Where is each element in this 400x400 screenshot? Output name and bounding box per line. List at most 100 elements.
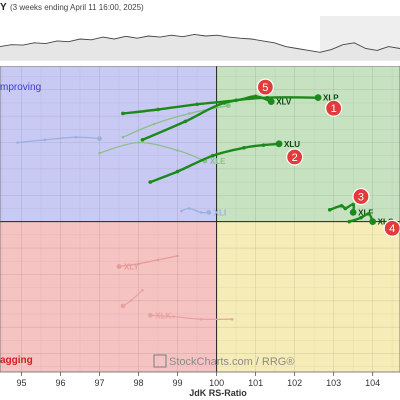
tail-point: [347, 219, 352, 224]
tail-point: [156, 258, 160, 262]
tail-point: [140, 138, 145, 142]
x-axis: 95 96 97 98 99 100 101 102 103 104: [16, 372, 380, 388]
tail-xle[interactable]: XLE: [98, 141, 226, 166]
tail-line: [16, 136, 101, 144]
chart-header: Y (3 weeks ending April 11 16:00, 2025): [0, 0, 400, 14]
tail-point: [16, 141, 19, 144]
tail-point: [176, 149, 179, 152]
benchmark-area: [0, 34, 400, 60]
quadrant-backgrounds: [0, 66, 400, 372]
tail-point: [253, 94, 258, 99]
x-tick-label: 103: [326, 378, 341, 388]
rrg-chart[interactable]: mproving agging StockCharts.com / RRG® 9…: [0, 66, 400, 400]
tail-head: [97, 136, 102, 141]
x-axis-label: JdK RS-Ratio: [189, 388, 247, 398]
tail-head: [206, 210, 212, 215]
tail-point: [210, 153, 215, 158]
tail-series-7[interactable]: [16, 135, 102, 144]
tail-point: [43, 138, 47, 142]
rrg-tails: XLE XLI XLY XLK XLP XLV XLU XLF XLC: [16, 94, 394, 321]
tail-point: [327, 207, 332, 212]
tail-label: XLF: [358, 208, 373, 217]
badge-label: 5: [262, 82, 268, 94]
tail-label: XLI: [214, 208, 226, 217]
tail-point: [234, 98, 238, 103]
quadrant-weakening: [216, 221, 400, 372]
tail-line: [149, 314, 233, 321]
tail-point: [129, 299, 133, 303]
tail-point: [230, 317, 234, 321]
tail-label: XLC: [378, 218, 394, 227]
badge-1: 1: [325, 99, 343, 117]
badge-4: 4: [383, 219, 400, 237]
tail-point: [183, 119, 188, 124]
tail-point: [351, 202, 355, 207]
tail-point: [74, 135, 78, 139]
tail-xlu[interactable]: XLU: [148, 140, 300, 184]
tail-point: [339, 204, 344, 208]
plot-frame: [0, 66, 400, 373]
tail-head: [267, 98, 275, 106]
tail-head: [120, 303, 126, 309]
badge-label: 2: [292, 152, 298, 164]
tail-label: XLV: [276, 98, 292, 107]
tail-point: [172, 315, 175, 318]
tail-head: [225, 103, 231, 108]
tail-point: [121, 111, 125, 116]
tail-line: [180, 207, 210, 214]
quadrant-lagging: [0, 221, 217, 372]
tail-point: [175, 169, 180, 174]
x-tick-label: 98: [134, 378, 144, 388]
tail-label: XLE: [210, 157, 226, 166]
tail-xlp[interactable]: XLP: [140, 94, 340, 142]
benchmark-ticker: Y: [0, 2, 7, 13]
tail-xlv[interactable]: XLV: [121, 94, 292, 116]
tail-head: [349, 209, 357, 216]
badge-circle: [352, 187, 370, 206]
tail-point: [98, 151, 101, 155]
tail-point: [242, 145, 246, 150]
quadrant-label-improving: mproving: [0, 82, 41, 93]
tail-head: [116, 264, 122, 269]
x-tick-label: 100: [209, 378, 224, 388]
tail-series-11[interactable]: [120, 288, 144, 309]
x-tick-label: 96: [55, 378, 65, 388]
tail-point: [156, 107, 160, 112]
badge-label: 4: [389, 223, 395, 235]
tail-line: [348, 212, 374, 223]
x-tick-label: 104: [365, 378, 380, 388]
tail-label: XLK: [155, 311, 171, 320]
tail-point: [121, 135, 125, 139]
badge-circle: [383, 219, 400, 237]
tail-point: [366, 211, 371, 216]
x-tick-label: 99: [173, 378, 183, 388]
tail-point: [199, 317, 203, 321]
x-tick-label: 101: [248, 378, 263, 388]
tail-xli[interactable]: XLI: [180, 207, 226, 217]
tail-point: [180, 209, 183, 213]
badge-2: 2: [286, 148, 304, 166]
tail-xly[interactable]: XLY: [116, 254, 179, 272]
tail-point: [152, 122, 156, 126]
callout-badges: 1 2 3 4 5: [256, 78, 400, 237]
tail-point: [187, 112, 191, 115]
tail-label: XLY: [124, 262, 139, 271]
tail-head: [147, 312, 153, 318]
tail-xlk[interactable]: XLK: [147, 311, 234, 321]
x-tick-label: 97: [95, 378, 105, 388]
tail-xlf[interactable]: XLF: [327, 202, 373, 218]
tail-xlc[interactable]: XLC: [347, 211, 394, 227]
quadrant-label-lagging: agging: [0, 355, 33, 366]
tail-point: [137, 141, 140, 144]
watermark: StockCharts.com / RRG®: [153, 354, 294, 368]
badge-label: 3: [358, 192, 364, 204]
tail-point: [343, 206, 348, 211]
tail-line: [118, 255, 179, 268]
tail-head: [275, 140, 283, 148]
tail-point: [199, 211, 203, 214]
badge-3: 3: [352, 187, 370, 206]
tail-head: [314, 94, 322, 102]
badge-label: 1: [331, 103, 337, 115]
tail-point: [176, 254, 179, 258]
tail-label: XLU: [284, 140, 300, 149]
